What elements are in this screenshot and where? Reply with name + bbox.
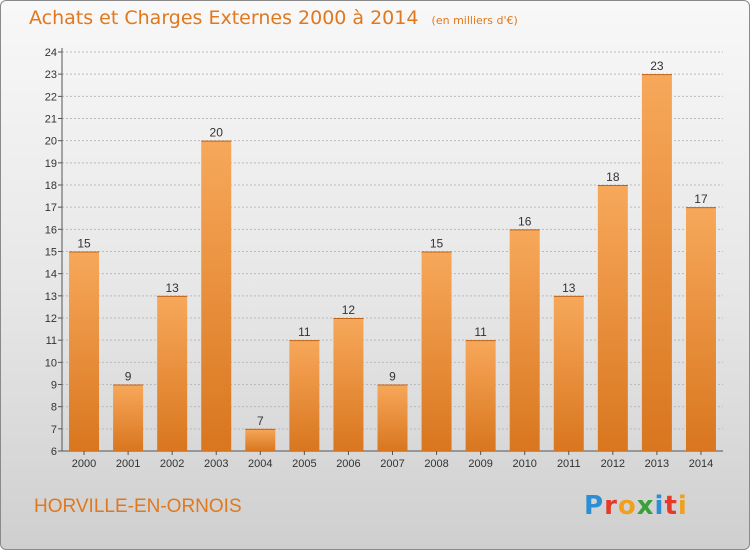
x-tick-label: 2007 [380, 458, 404, 470]
logo-letter: r [604, 491, 618, 521]
bar [333, 318, 364, 451]
bar [69, 251, 100, 451]
bar [597, 185, 628, 451]
y-tick-label: 6 [51, 446, 57, 458]
value-label: 15 [77, 237, 91, 251]
y-tick-label: 17 [45, 202, 57, 214]
bar [553, 295, 584, 451]
x-tick-label: 2011 [557, 458, 581, 470]
value-label: 7 [257, 414, 264, 428]
logo-letter: t [664, 491, 678, 521]
value-label: 9 [125, 370, 132, 384]
logo-letter: i [677, 491, 688, 521]
y-tick-label: 12 [45, 313, 57, 325]
proxiti-logo: Proxiti [584, 491, 688, 521]
value-label: 13 [562, 281, 576, 295]
y-tick-label: 8 [51, 402, 57, 414]
bar [641, 74, 672, 452]
x-tick-label: 2000 [72, 458, 96, 470]
x-tick-label: 2001 [116, 458, 140, 470]
x-tick-label: 2002 [160, 458, 184, 470]
logo-letter: i [654, 491, 665, 521]
y-tick-label: 18 [45, 180, 57, 192]
value-label: 15 [430, 237, 444, 251]
bar [201, 140, 232, 451]
bar [113, 384, 144, 451]
y-tick-label: 15 [45, 247, 57, 259]
logo-letter: x [636, 491, 655, 521]
x-tick-label: 2005 [292, 458, 316, 470]
chart-title-unit: (en milliers d'€) [431, 14, 518, 27]
logo-letter: P [584, 491, 605, 521]
y-tick-label: 23 [45, 69, 57, 81]
value-label: 20 [210, 126, 224, 140]
bar [289, 340, 320, 451]
x-tick-label: 2009 [468, 458, 492, 470]
value-label: 17 [694, 192, 708, 206]
x-tick-label: 2006 [336, 458, 360, 470]
bar [421, 251, 452, 451]
bar [245, 428, 276, 451]
bar [157, 295, 188, 451]
value-label: 13 [165, 281, 179, 295]
y-tick-label: 11 [46, 335, 57, 347]
location-name: HORVILLE-EN-ORNOIS [34, 496, 242, 517]
value-label: 12 [342, 303, 356, 317]
logo-letter: o [617, 491, 637, 521]
x-tick-label: 2004 [248, 458, 272, 470]
y-tick-label: 22 [45, 91, 57, 103]
value-label: 9 [389, 370, 396, 384]
chart-title-text: Achats et Charges Externes 2000 à 2014 [29, 7, 419, 29]
y-tick-label: 14 [45, 269, 57, 281]
y-tick-label: 19 [45, 158, 57, 170]
y-tick-label: 16 [45, 224, 57, 236]
x-tick-label: 2013 [645, 458, 669, 470]
bar [685, 207, 716, 451]
y-tick-label: 10 [45, 357, 57, 369]
y-tick-label: 20 [45, 136, 57, 148]
x-tick-label: 2014 [689, 458, 713, 470]
value-label: 16 [518, 214, 532, 228]
y-tick-label: 13 [45, 291, 57, 303]
value-label: 11 [298, 325, 311, 339]
bar [509, 229, 540, 451]
bar [465, 340, 496, 451]
value-label: 23 [650, 59, 664, 73]
x-tick-label: 2012 [601, 458, 625, 470]
chart-title: Achats et Charges Externes 2000 à 2014 (… [29, 7, 518, 29]
y-tick-label: 7 [51, 424, 57, 436]
x-tick-label: 2008 [424, 458, 448, 470]
value-label: 11 [474, 325, 487, 339]
bar [377, 384, 408, 451]
x-tick-label: 2010 [512, 458, 536, 470]
y-tick-label: 21 [45, 114, 57, 126]
y-tick-label: 9 [51, 380, 57, 392]
value-label: 18 [606, 170, 620, 184]
y-tick-label: 24 [45, 47, 57, 59]
x-tick-label: 2003 [204, 458, 228, 470]
